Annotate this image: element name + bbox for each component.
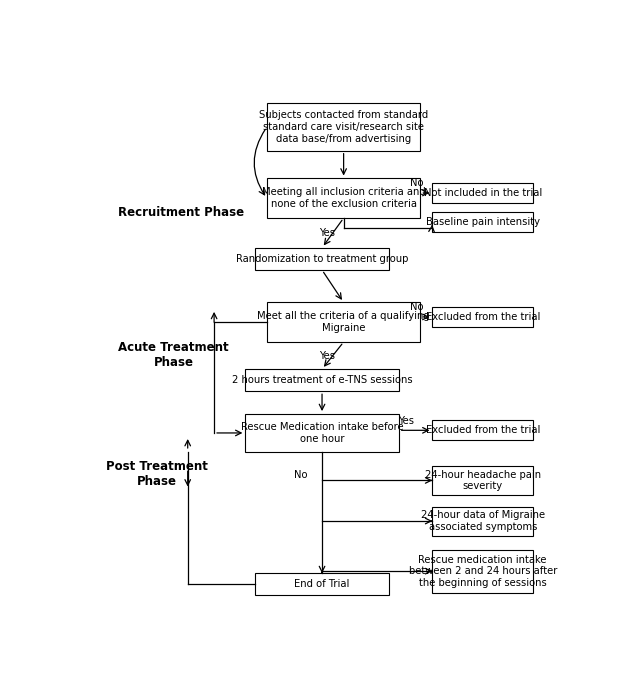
Text: Yes: Yes [319, 351, 335, 360]
Text: Meeting all inclusion criteria and
none of the exclusion criteria: Meeting all inclusion criteria and none … [262, 188, 425, 209]
FancyBboxPatch shape [245, 369, 399, 391]
Text: Acute Treatment
Phase: Acute Treatment Phase [118, 341, 229, 369]
FancyBboxPatch shape [433, 212, 533, 232]
FancyBboxPatch shape [267, 302, 420, 342]
FancyBboxPatch shape [433, 421, 533, 440]
Text: Excluded from the trial: Excluded from the trial [425, 312, 540, 322]
Text: Rescue medication intake
between 2 and 24 hours after
the beginning of sessions: Rescue medication intake between 2 and 2… [409, 555, 557, 588]
FancyBboxPatch shape [433, 307, 533, 327]
FancyBboxPatch shape [433, 549, 533, 593]
Text: Not included in the trial: Not included in the trial [423, 188, 542, 198]
FancyBboxPatch shape [255, 573, 389, 595]
Text: Rescue Medication intake before
one hour: Rescue Medication intake before one hour [241, 422, 404, 444]
Text: Yes: Yes [398, 416, 414, 426]
FancyBboxPatch shape [245, 414, 399, 452]
Text: 24-hour data of Migraine
associated symptoms: 24-hour data of Migraine associated symp… [421, 510, 545, 532]
FancyBboxPatch shape [255, 248, 389, 270]
Text: No: No [293, 470, 307, 479]
Text: Post Treatment
Phase: Post Treatment Phase [106, 460, 208, 488]
Text: 24-hour headache pain
severity: 24-hour headache pain severity [425, 470, 541, 491]
Text: No: No [410, 179, 423, 188]
Text: 2 hours treatment of e-TNS sessions: 2 hours treatment of e-TNS sessions [232, 375, 412, 385]
Text: Yes: Yes [319, 228, 335, 238]
FancyBboxPatch shape [433, 506, 533, 536]
Text: Baseline pain intensity: Baseline pain intensity [426, 217, 540, 227]
FancyBboxPatch shape [433, 466, 533, 495]
FancyBboxPatch shape [433, 183, 533, 203]
Text: End of Trial: End of Trial [295, 580, 350, 589]
FancyBboxPatch shape [267, 179, 420, 218]
Text: No: No [410, 302, 423, 312]
Text: Recruitment Phase: Recruitment Phase [118, 206, 245, 219]
Text: Excluded from the trial: Excluded from the trial [425, 425, 540, 435]
Text: Meet all the criteria of a qualifying
Migraine: Meet all the criteria of a qualifying Mi… [258, 312, 430, 333]
FancyBboxPatch shape [267, 103, 420, 151]
Text: Subjects contacted from standard
standard care visit/research site
data base/fro: Subjects contacted from standard standar… [259, 110, 428, 144]
Text: Randomization to treatment group: Randomization to treatment group [236, 254, 408, 264]
